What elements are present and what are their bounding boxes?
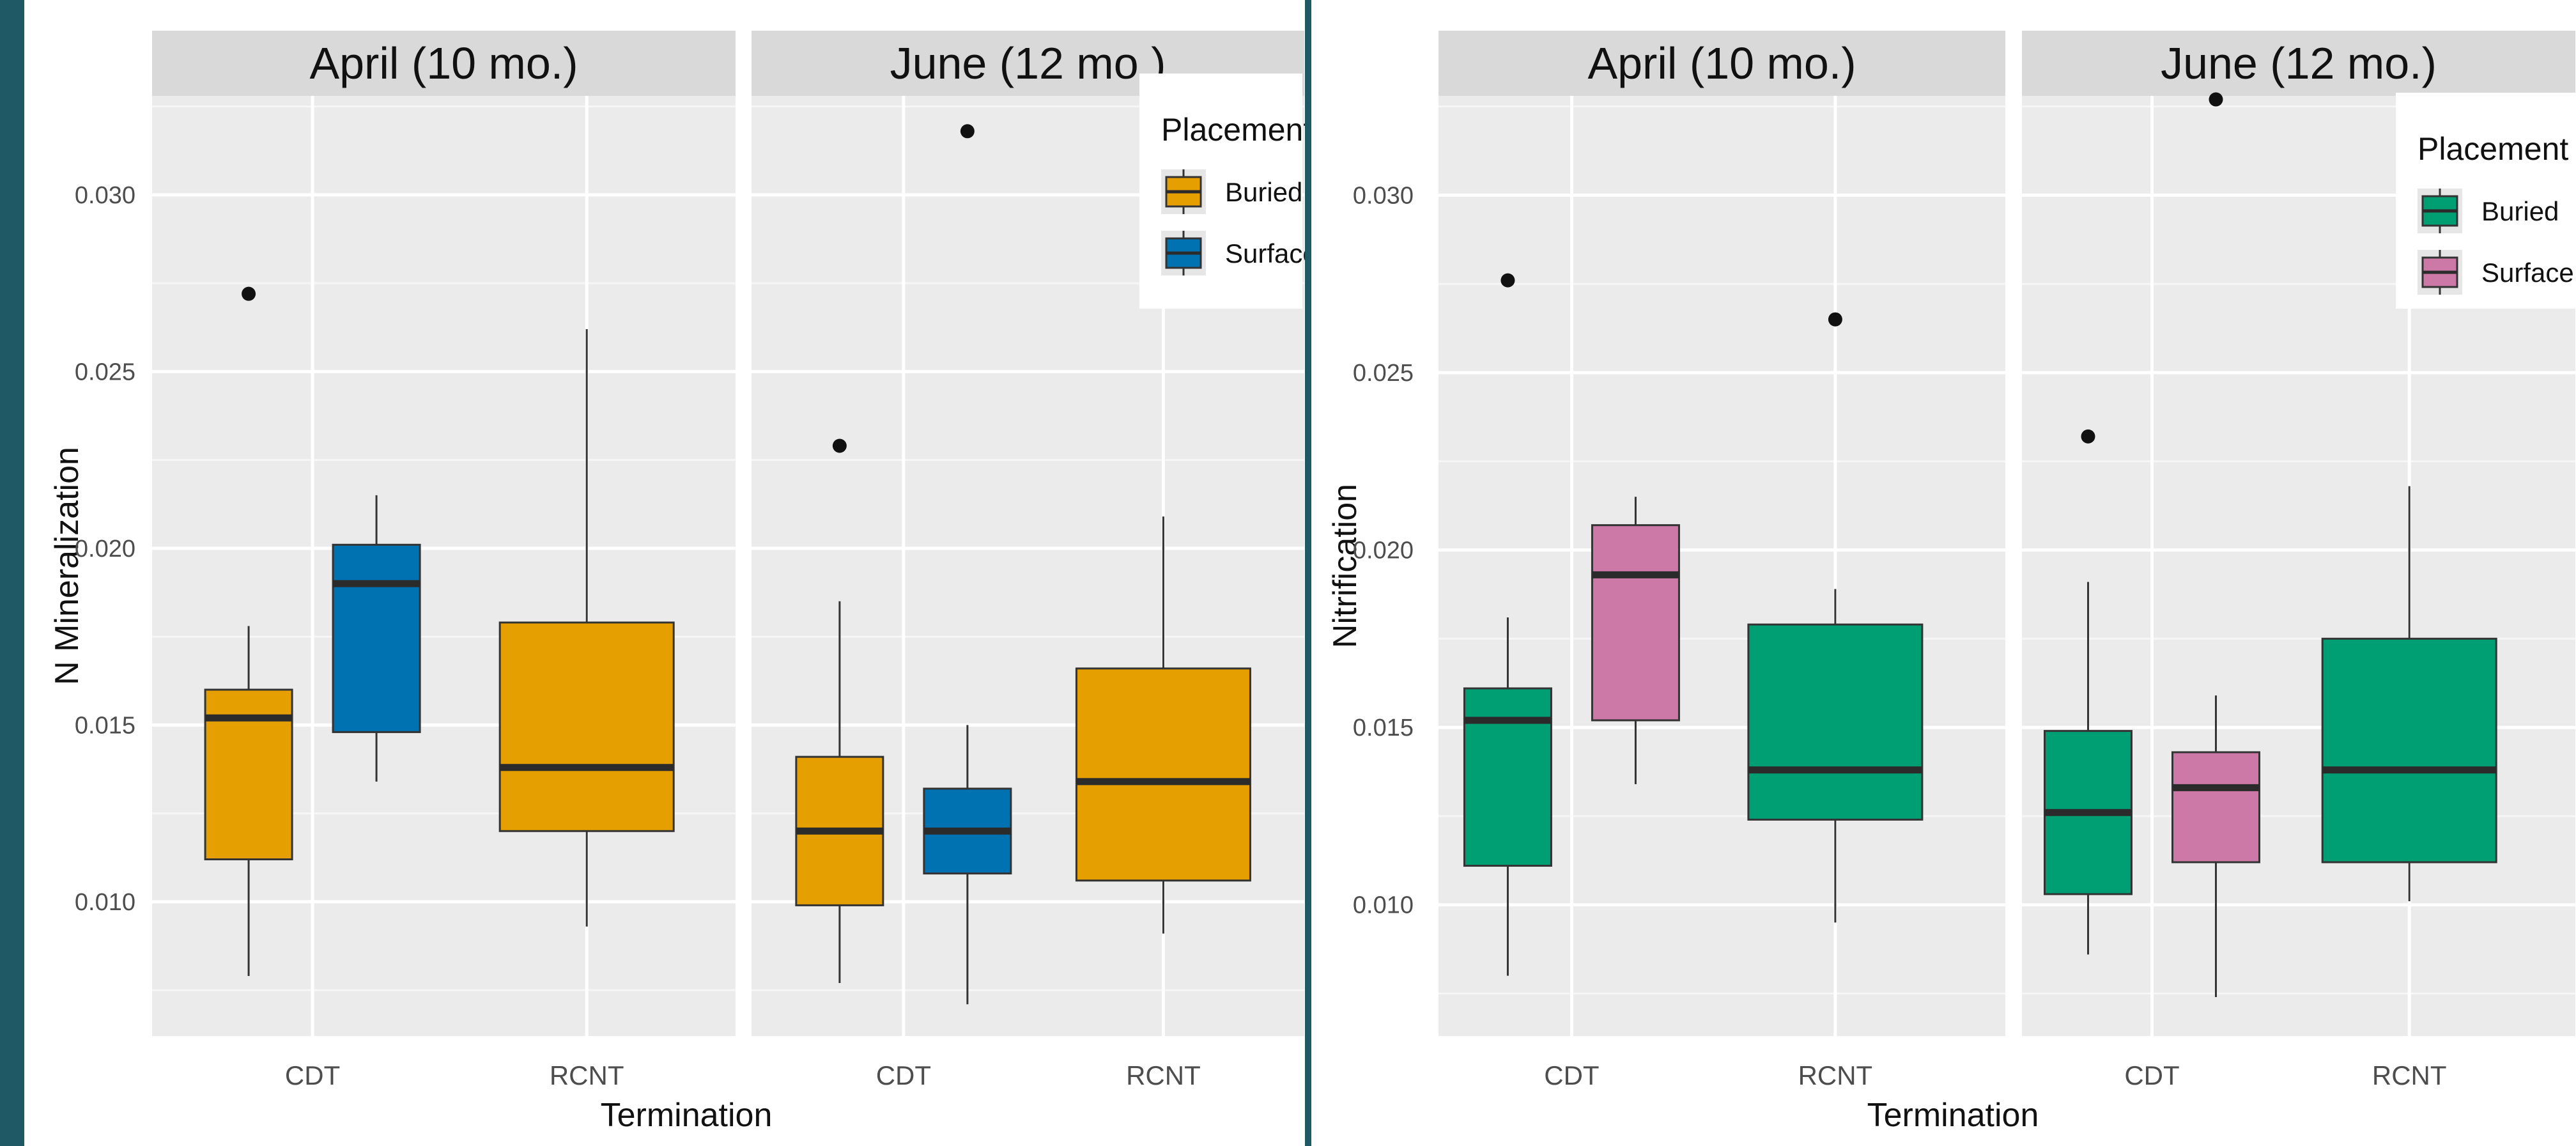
- x-tick-label: RCNT: [550, 1060, 624, 1090]
- x-tick-label: RCNT: [1798, 1060, 1873, 1090]
- y-tick-label: 0.030: [1353, 182, 1414, 209]
- box-body: [2171, 751, 2261, 863]
- legend: Placement Buried Surface: [2396, 93, 2576, 309]
- box-body: [498, 621, 675, 832]
- facet-strip: [152, 31, 736, 96]
- plot-panel: [152, 96, 736, 1036]
- outlier-point: [960, 124, 975, 139]
- outlier-point: [2209, 92, 2223, 107]
- x-tick-label: RCNT: [2372, 1060, 2447, 1090]
- y-tick-label: 0.010: [1353, 892, 1414, 919]
- n-mineralization-chart: N Mineralization 0.010 0.015 0.020 0.025 0.03…: [24, 0, 1305, 1146]
- y-axis-title: N Mineralization: [49, 447, 86, 685]
- y-tick-label: 0.020: [1353, 538, 1414, 564]
- outlier-point: [1500, 273, 1515, 288]
- x-axis-title: Termination: [1867, 1097, 2039, 1134]
- legend-label: Buried: [1225, 177, 1302, 207]
- box-rcnt-buried: [1747, 312, 1924, 923]
- box-rcnt-buried: [1075, 516, 1251, 934]
- outlier-point: [242, 286, 256, 301]
- facet-title: April (10 mo.): [309, 38, 578, 88]
- box-cdt-surface: [2171, 92, 2261, 997]
- x-tick-label: RCNT: [1126, 1060, 1201, 1090]
- nitrification-plot: Nitrification 0.010 0.015 0.020 0.025 0.030 Te…: [1327, 31, 2576, 1134]
- y-tick-label: 0.025: [1353, 360, 1414, 387]
- outlier-point: [2081, 429, 2095, 444]
- x-tick-label: CDT: [2124, 1060, 2179, 1090]
- box-body: [332, 543, 421, 733]
- x-tick-label: CDT: [1544, 1060, 1599, 1090]
- x-tick-label: CDT: [285, 1060, 340, 1090]
- y-axis-title: Nitrification: [1327, 484, 1364, 648]
- y-tick-label: 0.025: [75, 359, 135, 385]
- y-tick-label: 0.015: [1353, 715, 1414, 741]
- box-cdt-surface: [1591, 497, 1680, 784]
- box-body: [1591, 524, 1680, 722]
- outlier-point: [832, 438, 847, 453]
- box-rcnt-buried: [2321, 486, 2497, 902]
- legend: Placement Buried Surface: [1139, 74, 1305, 309]
- box-cdt-surface: [332, 495, 421, 782]
- facet-title: June (12 mo.): [890, 38, 1166, 88]
- n-mineralization-plot: N Mineralization 0.010 0.015 0.020 0.025 0.03…: [49, 31, 1305, 1134]
- box-cdt-buried: [1463, 273, 1552, 976]
- facet-strip: [1438, 31, 2005, 96]
- y-tick-label: 0.020: [75, 536, 135, 562]
- y-tick-label: 0.015: [75, 712, 135, 739]
- x-axis-title: Termination: [601, 1097, 773, 1134]
- box-cdt-buried: [204, 286, 293, 976]
- box-body: [1747, 623, 1924, 821]
- plot-panel: [1438, 96, 2005, 1036]
- legend-label: Buried: [2481, 196, 2559, 226]
- box-body: [1075, 667, 1251, 882]
- facet-strip: [2022, 31, 2575, 96]
- legend-label: Surface: [1225, 238, 1305, 268]
- box-rcnt-buried: [498, 329, 675, 927]
- box-body: [1463, 687, 1552, 867]
- y-tick-label: 0.010: [75, 889, 135, 916]
- x-tick-label: CDT: [876, 1060, 931, 1090]
- nitrification-chart: Nitrification 0.010 0.015 0.020 0.025 0.030 Te…: [1311, 0, 2576, 1146]
- legend-title: Placement: [2418, 131, 2568, 167]
- box-cdt-buried: [795, 438, 884, 984]
- legend-title: Placement: [1161, 112, 1305, 148]
- box-cdt-buried: [2044, 429, 2133, 955]
- y-tick-label: 0.030: [75, 182, 135, 209]
- outlier-point: [1828, 312, 1842, 327]
- facet-title: April (10 mo.): [1587, 38, 1856, 88]
- box-cdt-surface: [923, 124, 1012, 1005]
- facet-title: June (12 mo.): [2161, 38, 2437, 88]
- box-body: [2321, 637, 2497, 863]
- legend-label: Surface: [2481, 258, 2574, 288]
